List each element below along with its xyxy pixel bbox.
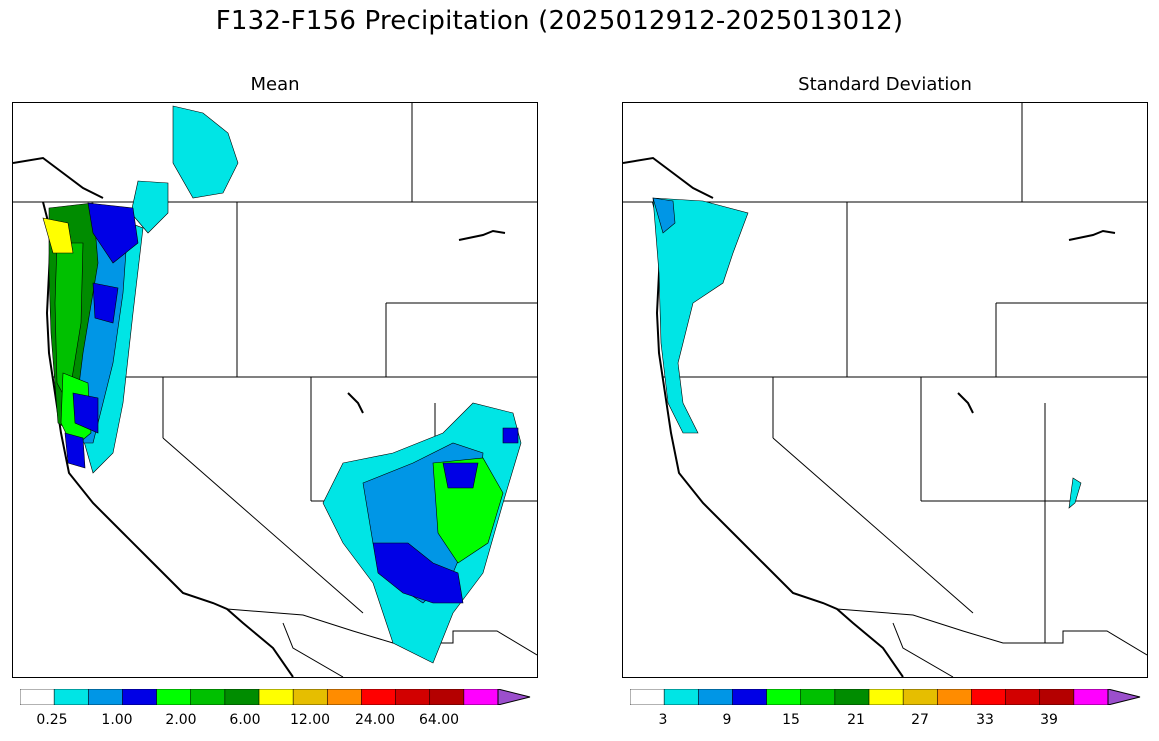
mean-colorbar-swatch-10 [361, 688, 397, 706]
std-colorbar [629, 688, 1142, 709]
mean-colorbar [19, 688, 532, 709]
std-colorbar-swatch-5 [800, 688, 836, 706]
std-cbar-label-4: 21 [847, 712, 865, 728]
std-colorbar-swatch-11 [1005, 688, 1041, 706]
mean-cbar-label-3: 2.00 [165, 712, 197, 728]
std-colorbar-swatch-9 [936, 688, 973, 706]
std-colorbar-swatch-0 [629, 688, 665, 706]
std-colorbar-swatch-4 [766, 688, 802, 706]
std-colorbar-swatch-6 [834, 688, 870, 706]
std-cbar-label-3: 15 [782, 712, 800, 728]
mean-colorbar-swatch-11 [395, 688, 431, 706]
mean-colorbar-swatch-12 [429, 688, 465, 706]
mean-colorbar-swatch-7 [258, 688, 294, 706]
mean-colorbar-swatch-6 [224, 688, 260, 706]
std-cbar-label-5: 27 [911, 712, 929, 728]
std-colorbar-swatch-2 [697, 688, 734, 706]
mean-cbar-label-5: 12.00 [289, 712, 331, 728]
std-cbar-label-7: 39 [1040, 712, 1058, 728]
std-colorbar-swatch-3 [732, 688, 768, 706]
std-panel-title: Standard Deviation [798, 74, 972, 95]
mean-colorbar-swatch-5 [190, 688, 226, 706]
mean-colorbar-swatch-3 [122, 688, 158, 706]
std-cbar-label-6: 33 [976, 712, 994, 728]
mean-colorbar-swatch-1 [53, 688, 90, 706]
figure-title: F132-F156 Precipitation (2025012912-2025… [215, 6, 904, 36]
mean-colorbar-swatch-8 [292, 688, 329, 706]
std-map [622, 102, 1148, 678]
mean-colorbar-swatch-9 [326, 688, 363, 706]
mean-panel-title: Mean [250, 74, 300, 95]
std-colorbar-swatch-7 [868, 688, 904, 706]
std-colorbar-swatch-12 [1039, 688, 1075, 706]
mean-cbar-label-4: 6.00 [229, 712, 261, 728]
std-cbar-label-1: 3 [658, 712, 668, 728]
mean-colorbar-swatch-4 [156, 688, 192, 706]
mean-colorbar-swatch-2 [87, 688, 124, 706]
mean-colorbar-swatch-0 [19, 688, 55, 706]
mean-cbar-label-2: 1.00 [101, 712, 133, 728]
mean-cbar-label-1: 0.25 [36, 712, 68, 728]
std-colorbar-swatch-13 [1073, 688, 1109, 706]
mean-cbar-label-6: 24.00 [354, 712, 396, 728]
mean-cbar-label-7: 64.00 [418, 712, 460, 728]
std-colorbar-swatch-10 [971, 688, 1007, 706]
mean-map [12, 102, 538, 678]
std-cbar-label-2: 9 [722, 712, 732, 728]
std-colorbar-swatch-1 [663, 688, 700, 706]
std-colorbar-swatch-8 [902, 688, 939, 706]
mean-colorbar-swatch-13 [463, 688, 499, 706]
